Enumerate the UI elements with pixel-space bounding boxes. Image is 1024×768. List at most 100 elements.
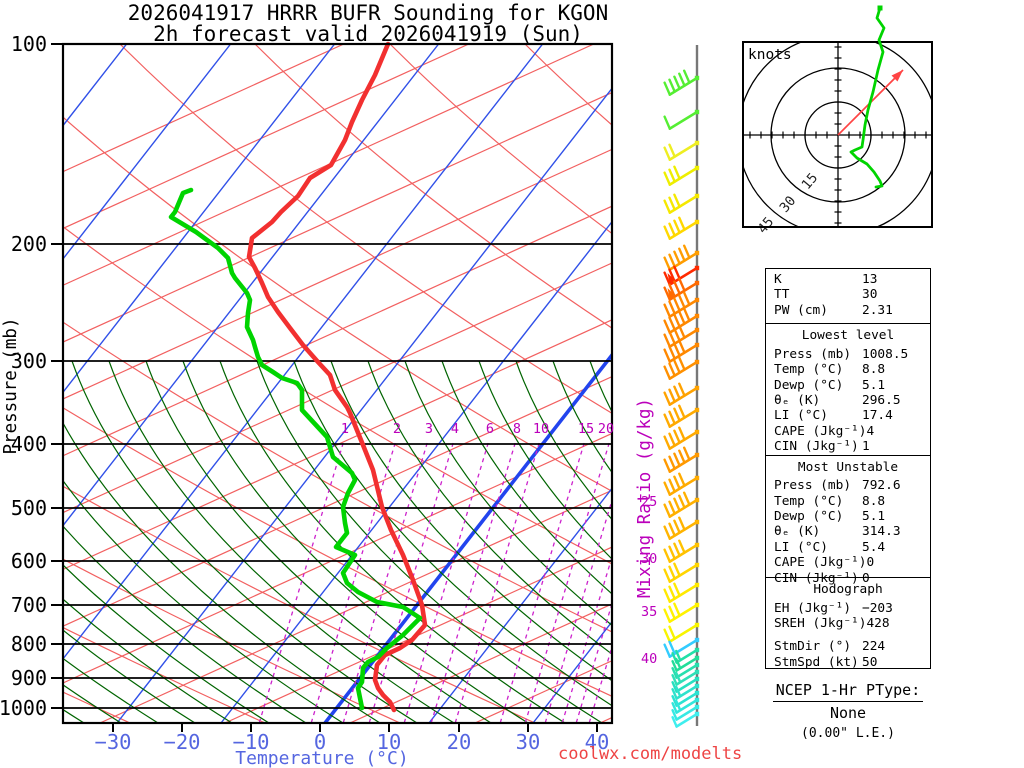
- stat-row: Temp (°C) 8.8: [766, 494, 930, 509]
- mixing-ratio-label: 1: [341, 421, 349, 437]
- mixing-ratio-label: 20: [598, 421, 614, 437]
- temperature-tick-label: −10: [232, 730, 269, 754]
- pressure-tick-label: 100: [11, 32, 47, 56]
- stat-value: 224: [862, 639, 886, 655]
- stat-label: LI (°C): [774, 408, 828, 424]
- mixing-ratio-label: 15: [578, 421, 594, 437]
- mixing-ratio-label: 10: [533, 421, 549, 437]
- stat-label: EH (Jkg⁻¹): [774, 600, 852, 616]
- stat-value: 0: [866, 555, 875, 571]
- pressure-tick-label: 700: [11, 593, 47, 617]
- stat-value: 8.8: [862, 493, 886, 509]
- stat-row: CIN (Jkg⁻¹) 1: [766, 439, 930, 454]
- temperature-tick-label: −20: [163, 730, 200, 754]
- wind-barb: [671, 690, 700, 707]
- temperature-tick-label: 20: [447, 730, 472, 754]
- stat-value: 5.1: [862, 509, 886, 525]
- wind-barb: [663, 602, 700, 623]
- stat-row: StmSpd (kt) 50: [766, 655, 930, 670]
- wind-barb: [663, 562, 700, 583]
- pressure-tick-label: 800: [11, 632, 47, 656]
- pressure-tick-label: 400: [11, 432, 47, 456]
- stat-label: TT: [774, 287, 790, 303]
- wind-barb: [663, 69, 700, 96]
- temperature-tick-label: 0: [314, 730, 326, 754]
- wind-barb: [671, 711, 700, 728]
- stat-label: SREH (Jkg⁻¹): [774, 616, 867, 632]
- mixing-ratio-label: 40: [641, 651, 657, 667]
- stat-row: Dewp (°C) 5.1: [766, 378, 930, 393]
- stat-value: 1008.5: [862, 346, 909, 362]
- plot-background: [63, 44, 612, 723]
- stat-value: 0: [862, 570, 870, 586]
- plot-frame: [61, 42, 614, 725]
- stat-row: Press (mb) 792.6: [766, 478, 930, 493]
- wind-barb: [663, 193, 700, 214]
- stat-label: StmSpd (kt): [774, 654, 859, 670]
- wind-barb: [663, 382, 700, 406]
- pressure-tick-label: 900: [11, 666, 47, 690]
- mixing-ratio-label: 30: [641, 551, 657, 567]
- ptype-value: None: [829, 704, 867, 722]
- wind-barb: [671, 683, 700, 700]
- stat-row: PW (cm) 2.31: [766, 303, 930, 318]
- hodograph-frame: [742, 41, 933, 228]
- wind-barb: [663, 140, 700, 161]
- stat-row: CAPE (Jkg⁻¹)4: [766, 424, 930, 439]
- mixing-ratio-axis-label: Mixing Ratio (g/kg): [635, 398, 655, 598]
- stats-most-unstable-box: Most Unstable Press (mb) 792.6 Temp (°C) 8.…: [765, 454, 931, 586]
- stat-row: LI (°C) 17.4: [766, 408, 930, 423]
- chart-title-line2: 2h forecast valid 2026041919 (Sun): [153, 22, 583, 46]
- stat-value: 4: [866, 423, 875, 439]
- watermark-link[interactable]: coolwx.com/modelts: [558, 744, 742, 764]
- stat-row: TT 30: [766, 287, 930, 302]
- wind-barb: [663, 109, 700, 130]
- stat-label: CAPE (Jkg⁻¹): [774, 423, 867, 439]
- stat-label: Press (mb): [774, 478, 852, 494]
- mixing-ratio-label: 8: [513, 421, 521, 437]
- stat-label: θₑ (K): [774, 393, 821, 409]
- temperature-tick-label: 30: [516, 730, 541, 754]
- stat-value: 13: [862, 272, 878, 287]
- wind-barb: [671, 669, 700, 686]
- pressure-tick-label: 500: [11, 496, 47, 520]
- most-unstable-header: Most Unstable: [797, 459, 899, 475]
- wind-barb: [663, 582, 700, 603]
- temperature-tick-label: −30: [94, 730, 131, 754]
- hodograph-stats-header: Hodograph: [813, 582, 883, 598]
- wind-barb: [671, 676, 700, 693]
- stat-row: SREH (Jkg⁻¹)428: [766, 616, 930, 631]
- wind-barb: [663, 446, 700, 473]
- stat-row: Temp (°C) 8.8: [766, 362, 930, 377]
- stat-value: 428: [866, 616, 890, 632]
- dewpoint-trace: [168, 187, 423, 711]
- stat-value: 296.5: [862, 393, 901, 409]
- stat-label: K: [774, 272, 782, 287]
- stat-label: CAPE (Jkg⁻¹): [774, 555, 867, 571]
- stat-row: CIN (Jkg⁻¹) 0: [766, 571, 930, 586]
- stats-lowest-level-box: Lowest level Press (mb) 1008.5 Temp (°C) 8.…: [765, 323, 931, 457]
- stat-value: 30: [862, 287, 878, 303]
- stat-row: Dewp (°C) 5.1: [766, 509, 930, 524]
- stat-label: Temp (°C): [774, 362, 844, 378]
- stat-value: 5.1: [862, 377, 886, 393]
- pressure-tick-label: 200: [11, 232, 47, 256]
- stats-indices-box: K 13 TT 30 PW (cm) 2.31: [765, 268, 931, 325]
- stat-value: 792.6: [862, 478, 901, 494]
- chart-title-line1: 2026041917 HRRR BUFR Sounding for KGON: [128, 1, 608, 25]
- stat-label: CIN (Jkg⁻¹): [774, 570, 859, 586]
- stats-panel: K 13 TT 30 PW (cm) 2.31 Lowest level Press (m…: [765, 268, 931, 670]
- stat-row: θₑ (K) 296.5: [766, 393, 930, 408]
- stat-label: Dewp (°C): [774, 509, 844, 525]
- wind-barb: [663, 244, 700, 271]
- mixing-ratio-label: 4: [451, 421, 459, 437]
- mixing-ratio-label: 35: [641, 604, 657, 620]
- stat-value: 2.31: [862, 302, 893, 318]
- stat-row: CAPE (Jkg⁻¹)0: [766, 555, 930, 570]
- pressure-axis-label: Pressure (mb): [1, 318, 21, 455]
- stat-value: 314.3: [862, 524, 901, 540]
